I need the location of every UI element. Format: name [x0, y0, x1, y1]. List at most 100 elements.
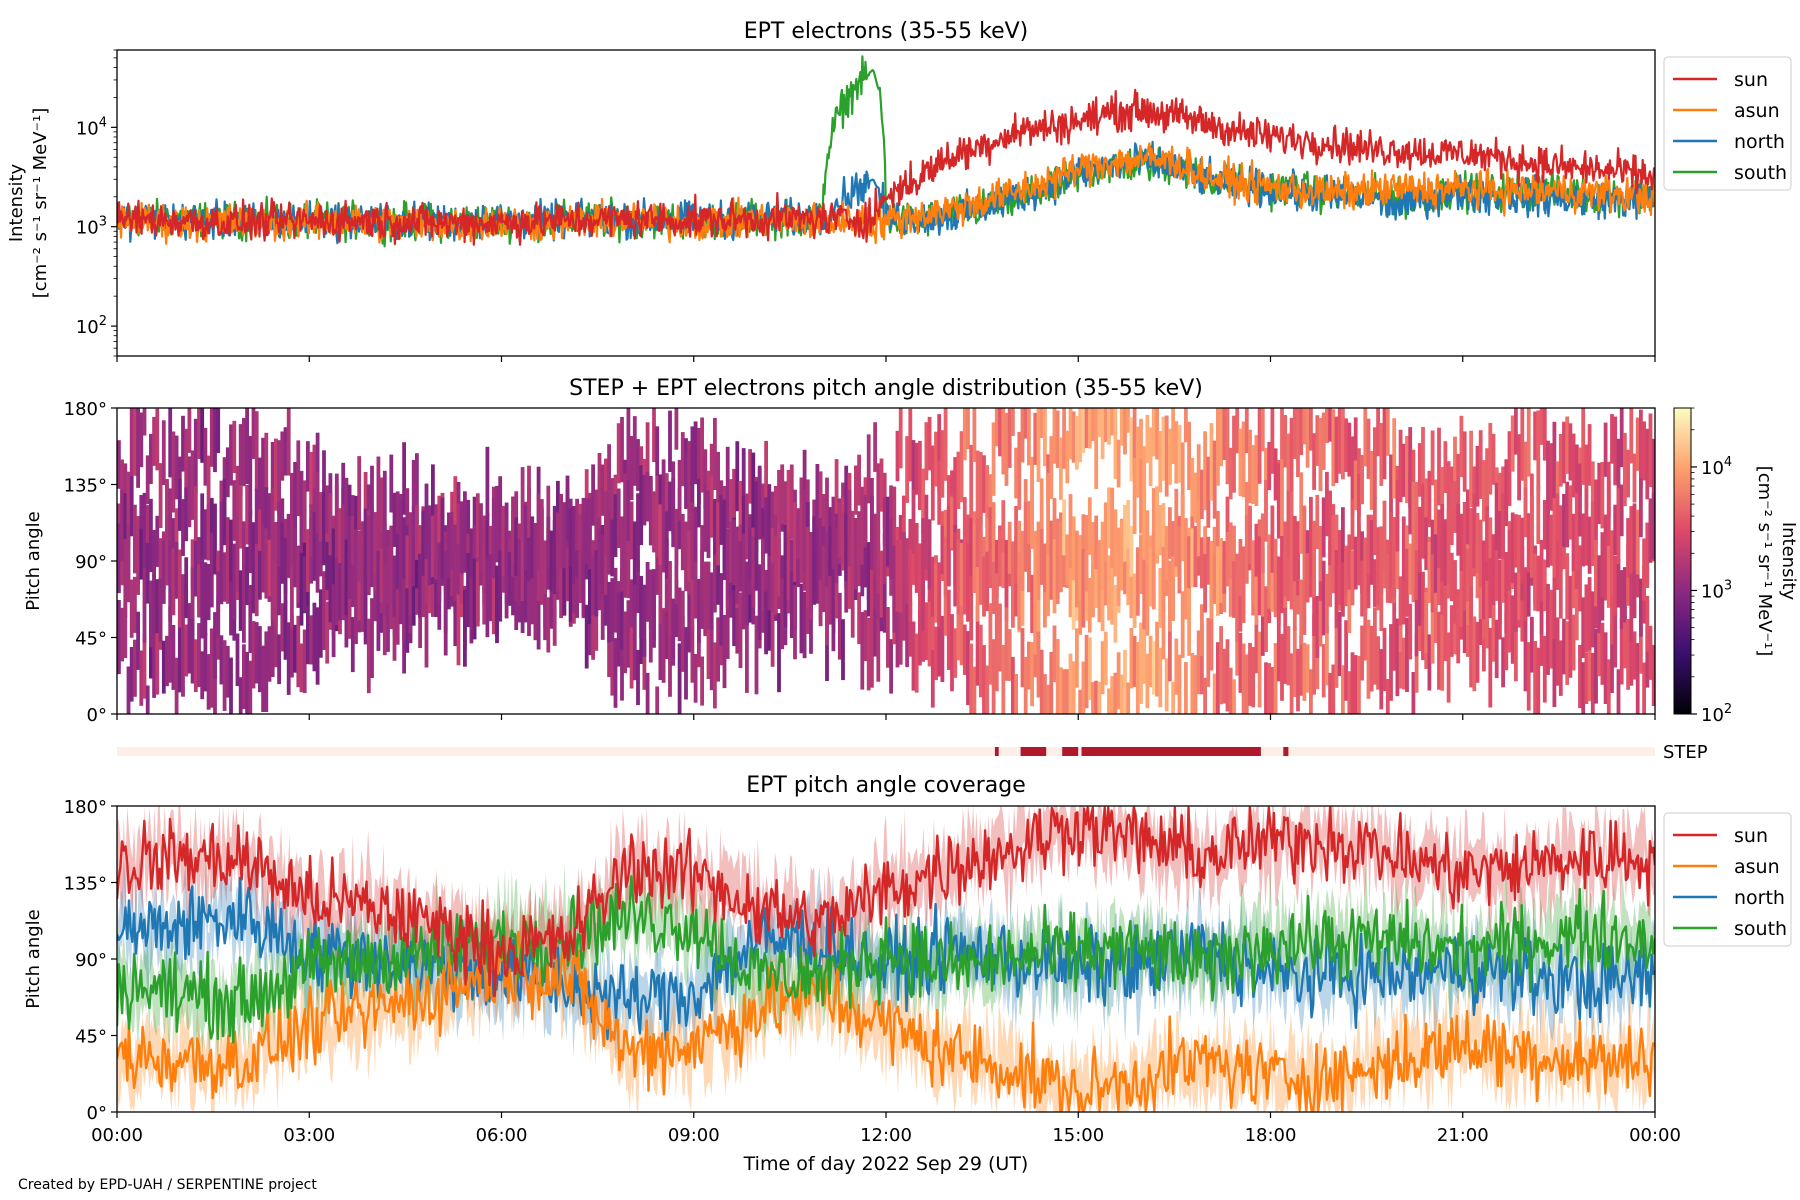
- pad-cell: [946, 589, 951, 670]
- pad-cell: [988, 522, 993, 589]
- pad-cell: [1036, 521, 1041, 600]
- pad-cell: [1267, 441, 1272, 491]
- pad-cell: [225, 542, 230, 604]
- coverage-line-sun: [117, 806, 1655, 998]
- pad-cell: [219, 635, 224, 685]
- pad-cell: [389, 580, 394, 630]
- pad-cell: [274, 562, 278, 627]
- pad-cell: [1251, 540, 1256, 604]
- pad-cell: [700, 417, 704, 493]
- pad-cell: [286, 408, 291, 476]
- pad-cell: [1309, 408, 1313, 451]
- pad-cell: [431, 515, 435, 578]
- pad-cell: [312, 511, 317, 581]
- pad-cell: [1257, 536, 1262, 616]
- pad-cell: [1283, 415, 1288, 468]
- pad-cell: [876, 530, 881, 594]
- pad-cell: [1084, 408, 1089, 449]
- pad-cell: [1642, 538, 1646, 601]
- pad-cell: [613, 494, 618, 558]
- step-label: STEP: [1663, 742, 1708, 763]
- pad-cell: [934, 431, 938, 487]
- pad-cell: [1427, 634, 1432, 691]
- pad-cell: [258, 509, 262, 566]
- footer-credit: Created by EPD-UAH / SERPENTINE project: [18, 1177, 317, 1193]
- pad-cell: [870, 610, 874, 688]
- pad-cell: [197, 408, 201, 459]
- pad-cell: [523, 505, 528, 571]
- pad-cell: [1232, 525, 1236, 576]
- pad-cell: [1581, 662, 1586, 714]
- pad-cell: [1132, 408, 1137, 476]
- pad-cell: [501, 505, 506, 577]
- pad-cell: [1094, 680, 1099, 714]
- pad-cell: [1151, 641, 1156, 695]
- pad-cell: [1321, 497, 1326, 558]
- pad-cell: [1507, 431, 1512, 506]
- pad-cell: [1514, 514, 1518, 568]
- pad-cell: [1626, 619, 1630, 690]
- pad-cell: [882, 533, 887, 584]
- pad-cell: [895, 430, 900, 482]
- pad-cell: [120, 607, 124, 662]
- pad-cell: [1302, 642, 1307, 701]
- pad-cell: [511, 510, 515, 563]
- pad-cell: [1533, 411, 1537, 461]
- pad-cell: [1014, 674, 1018, 714]
- pad-cell: [1052, 408, 1057, 464]
- pad-cell: [757, 468, 762, 540]
- pad-cell: [1171, 408, 1175, 465]
- pad-cell: [1645, 522, 1650, 588]
- pad-cell: [1629, 562, 1634, 642]
- pad-cell: [629, 501, 634, 560]
- pad-cell: [1510, 512, 1515, 584]
- pad-cell: [610, 620, 615, 696]
- pad-cell: [777, 523, 781, 597]
- pad-cell: [1027, 544, 1031, 593]
- pad-cell: [1430, 604, 1435, 664]
- pad-cell: [443, 551, 448, 633]
- pad-cell: [1392, 418, 1397, 499]
- pad-cell: [1094, 408, 1099, 489]
- pad-cell: [994, 540, 999, 598]
- pad-cell: [969, 643, 974, 714]
- pad-cell: [1078, 408, 1083, 463]
- pad-cell: [978, 451, 983, 524]
- pad-cell: [1613, 504, 1618, 556]
- pad-cell: [632, 416, 637, 486]
- panel-intensity-series: [117, 55, 1655, 248]
- pad-cell: [1398, 576, 1403, 626]
- pad-cell: [632, 521, 637, 585]
- y-tick-label: 102: [76, 314, 107, 338]
- pad-cell: [1168, 560, 1172, 632]
- pad-cell: [918, 543, 922, 610]
- pad-cell: [1004, 412, 1009, 486]
- pad-cell: [386, 546, 390, 605]
- pad-cell: [1433, 479, 1438, 537]
- pad-cell: [1087, 577, 1092, 633]
- pad-cell: [1623, 567, 1627, 623]
- pad-cell: [1645, 428, 1650, 500]
- pad-cell: [1113, 509, 1118, 577]
- pad-cell: [1126, 408, 1131, 433]
- pad-cell: [1437, 509, 1441, 568]
- pad-cell: [1597, 609, 1602, 677]
- pad-cell: [296, 547, 301, 604]
- pad-cell: [206, 455, 211, 514]
- pad-cell: [745, 493, 749, 560]
- pad-cell: [475, 493, 480, 558]
- pad-cell: [1184, 662, 1188, 714]
- pad-cell: [1267, 663, 1272, 714]
- pad-cell: [229, 519, 233, 587]
- pad-cell: [969, 444, 974, 524]
- pad-cell: [607, 444, 611, 511]
- pad-cell: [719, 573, 724, 646]
- pad-cell: [129, 408, 134, 477]
- pad-cell: [1344, 418, 1348, 472]
- x-tick-label: 15:00: [1052, 1125, 1104, 1146]
- pad-cell: [421, 510, 426, 576]
- pad-cell: [1004, 607, 1009, 681]
- pad-cell: [245, 408, 249, 484]
